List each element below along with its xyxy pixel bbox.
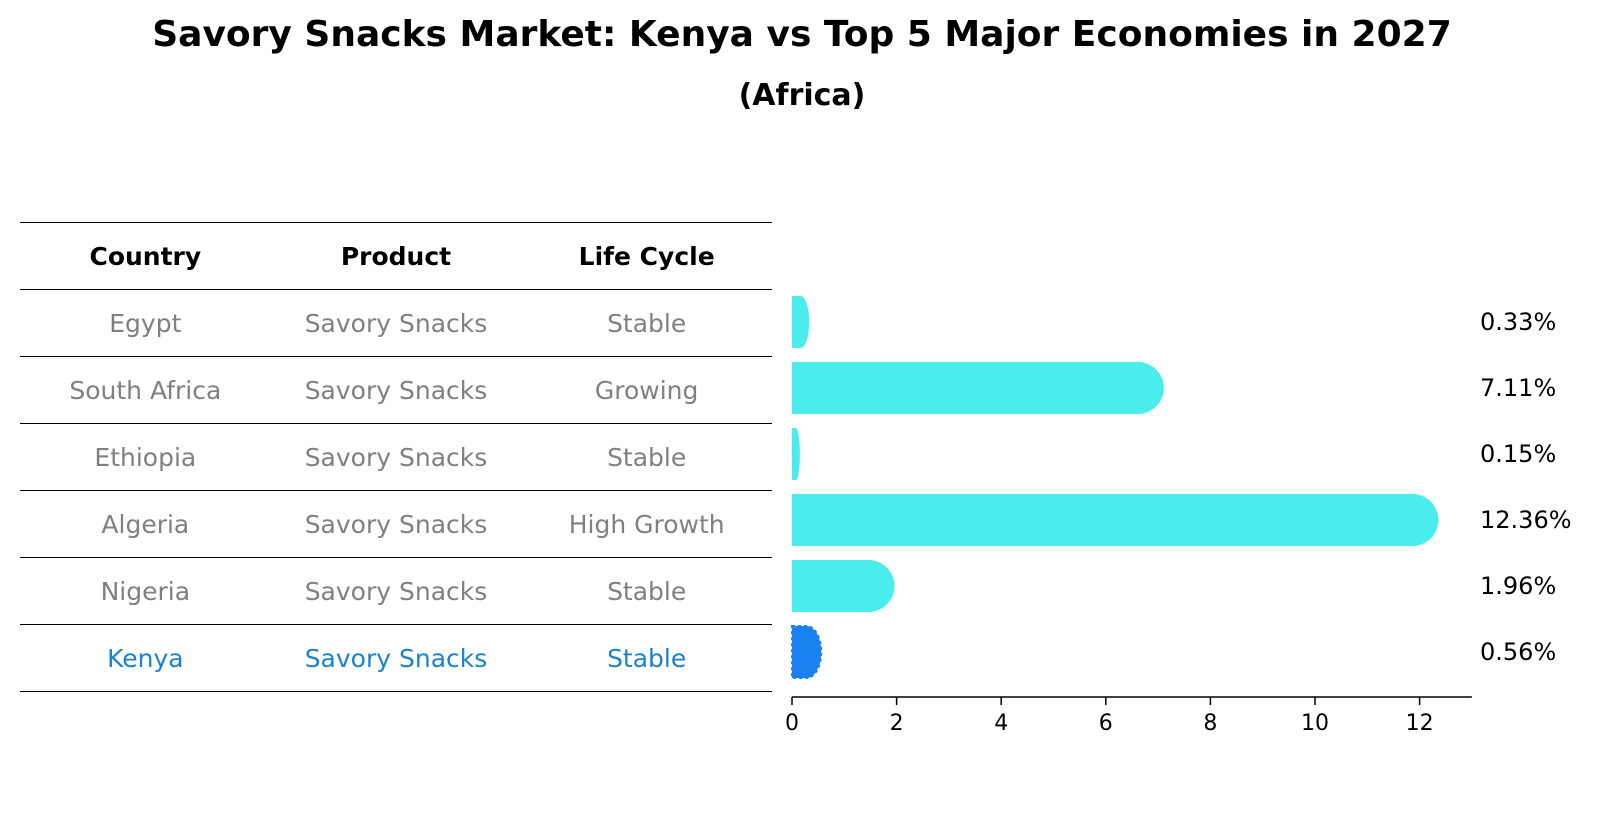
table-row: Ethiopia Savory Snacks Stable <box>20 423 772 491</box>
bar-south-africa <box>792 362 1164 414</box>
bar-egypt <box>792 296 810 348</box>
cell-product: Savory Snacks <box>270 423 522 491</box>
x-tick-label: 8 <box>1203 711 1217 736</box>
cell-product: Savory Snacks <box>270 624 522 692</box>
x-tick-label: 2 <box>890 711 904 736</box>
table-row: Algeria Savory Snacks High Growth <box>20 490 772 558</box>
header-country: Country <box>20 222 271 290</box>
market-table: Country Product Life Cycle Egypt Savory … <box>20 222 772 692</box>
x-tick-label: 0 <box>785 711 799 736</box>
x-tick-label: 6 <box>1099 711 1113 736</box>
value-label-egypt: 0.33% <box>1480 308 1556 336</box>
bar-ethiopia <box>792 428 800 480</box>
cell-country: Egypt <box>20 289 271 357</box>
cell-life-cycle: Stable <box>521 557 772 625</box>
value-label-nigeria: 1.96% <box>1480 572 1556 600</box>
value-label-south-africa: 7.11% <box>1480 374 1556 402</box>
value-label-kenya: 0.56% <box>1480 638 1556 666</box>
cell-product: Savory Snacks <box>270 356 522 424</box>
table-row: Egypt Savory Snacks Stable <box>20 289 772 357</box>
x-tick-label: 12 <box>1406 711 1434 736</box>
cell-life-cycle: Growing <box>521 356 772 424</box>
bar-kenya <box>791 625 823 679</box>
table-row-highlight: Kenya Savory Snacks Stable <box>20 624 772 692</box>
x-tick-label: 10 <box>1301 711 1329 736</box>
value-label-ethiopia: 0.15% <box>1480 440 1556 468</box>
cell-product: Savory Snacks <box>270 289 522 357</box>
cell-country: Ethiopia <box>20 423 271 491</box>
table-row: South Africa Savory Snacks Growing <box>20 356 772 424</box>
cell-product: Savory Snacks <box>270 557 522 625</box>
cell-country: Algeria <box>20 490 271 558</box>
cell-life-cycle: Stable <box>521 423 772 491</box>
table-header-row: Country Product Life Cycle <box>20 222 772 290</box>
cell-life-cycle: Stable <box>521 289 772 357</box>
cell-country: South Africa <box>20 356 271 424</box>
cell-life-cycle: High Growth <box>521 490 772 558</box>
value-label-algeria: 12.36% <box>1480 506 1572 534</box>
cell-country: Nigeria <box>20 557 271 625</box>
bar-algeria <box>792 494 1439 546</box>
x-tick-label: 4 <box>994 711 1008 736</box>
cell-product: Savory Snacks <box>270 490 522 558</box>
cell-life-cycle: Stable <box>521 624 772 692</box>
header-product: Product <box>270 222 522 290</box>
chart-title: Savory Snacks Market: Kenya vs Top 5 Maj… <box>152 14 1452 55</box>
header-life-cycle: Life Cycle <box>521 222 772 290</box>
bar-nigeria <box>792 560 895 612</box>
chart-subtitle: (Africa) <box>738 78 866 113</box>
cell-country: Kenya <box>20 624 271 692</box>
table-row: Nigeria Savory Snacks Stable <box>20 557 772 625</box>
